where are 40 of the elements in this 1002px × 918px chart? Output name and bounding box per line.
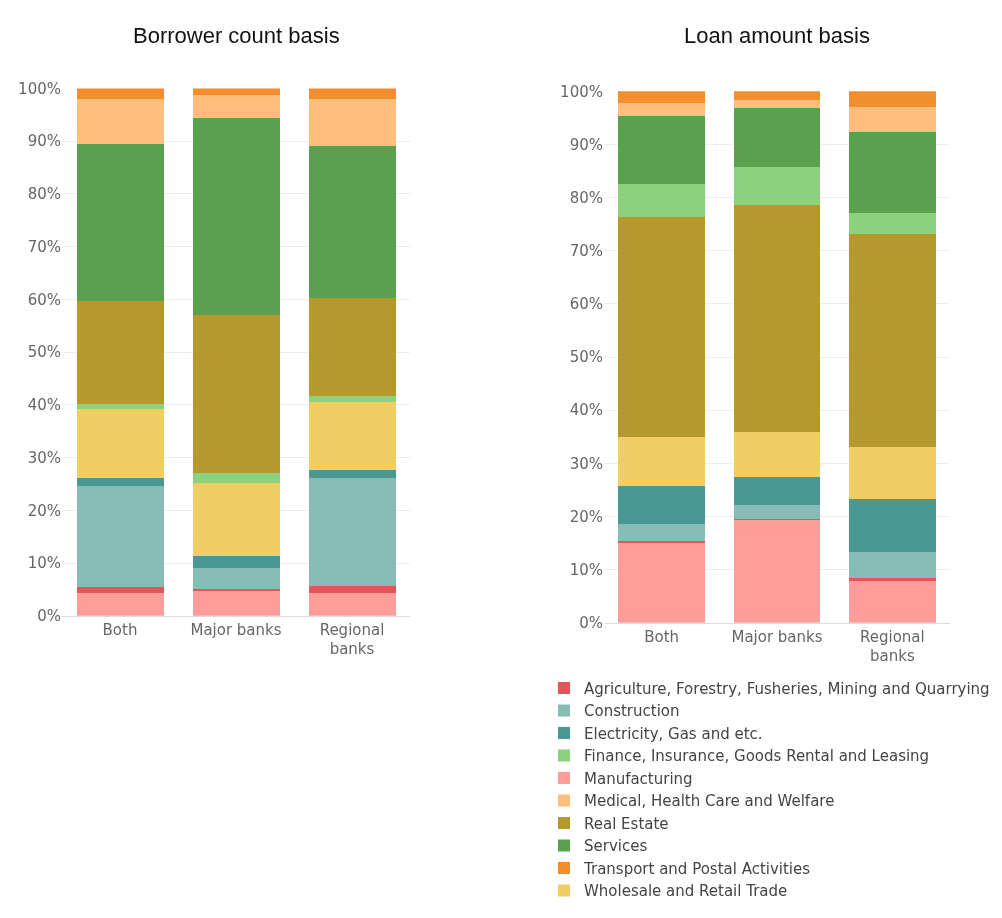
y-tick-label: 100% (560, 82, 603, 101)
y-tick-label: 80% (569, 188, 603, 207)
y-tick-label: 50% (569, 348, 603, 367)
y-tick-label: 20% (27, 501, 61, 520)
legend-label: Electricity, Gas and etc. (584, 724, 763, 743)
y-tick-label: 70% (27, 237, 61, 256)
x-tick-label: Regional banks (319, 620, 385, 659)
x-tick-label: Both (102, 620, 138, 639)
y-tick-label: 70% (569, 242, 603, 261)
y-tick-label: 100% (18, 79, 61, 98)
y-tick-label: 30% (569, 454, 603, 473)
legend-label: Construction (584, 702, 680, 721)
y-tick-label: 60% (27, 290, 61, 309)
chart-title: Loan amount basis (684, 23, 870, 48)
y-tick-label: 60% (569, 295, 603, 314)
legend-label: Real Estate (584, 814, 669, 833)
legend-label: Agriculture, Forestry, Fusheries, Mining and Quarrying (584, 679, 990, 698)
y-tick-label: 90% (569, 135, 603, 154)
y-tick-label: 0% (579, 613, 603, 632)
legend-label: Services (584, 837, 648, 856)
x-tick-label: Major banks (190, 620, 282, 639)
y-tick-label: 50% (27, 343, 61, 362)
y-tick-label: 40% (27, 396, 61, 415)
legend-label: Manufacturing (584, 769, 693, 788)
y-tick-label: 10% (569, 560, 603, 579)
legend-label: Finance, Insurance, Goods Rental and Leasing (584, 747, 930, 766)
legend-label: Transport and Postal Activities (583, 859, 811, 878)
y-tick-label: 10% (27, 554, 61, 573)
y-tick-label: 20% (569, 507, 603, 526)
y-tick-label: 80% (27, 185, 61, 204)
y-tick-label: 30% (27, 448, 61, 467)
chart-title: Borrower count basis (133, 23, 340, 48)
legend-label: Wholesale and Retail Trade (584, 882, 788, 901)
y-tick-label: 90% (27, 132, 61, 151)
x-tick-label: Both (644, 627, 680, 646)
y-tick-label: 0% (37, 607, 61, 626)
legend-label: Medical, Health Care and Welfare (584, 792, 835, 811)
x-tick-label: Major banks (731, 627, 823, 646)
y-tick-label: 40% (569, 401, 603, 420)
x-tick-label: Regional banks (859, 627, 925, 666)
